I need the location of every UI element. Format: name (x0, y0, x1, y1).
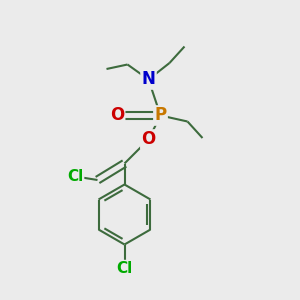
Text: N: N (142, 70, 155, 88)
Text: P: P (154, 106, 166, 124)
Text: O: O (141, 130, 156, 148)
Text: Cl: Cl (67, 169, 83, 184)
Text: Cl: Cl (116, 261, 133, 276)
Text: O: O (110, 106, 124, 124)
